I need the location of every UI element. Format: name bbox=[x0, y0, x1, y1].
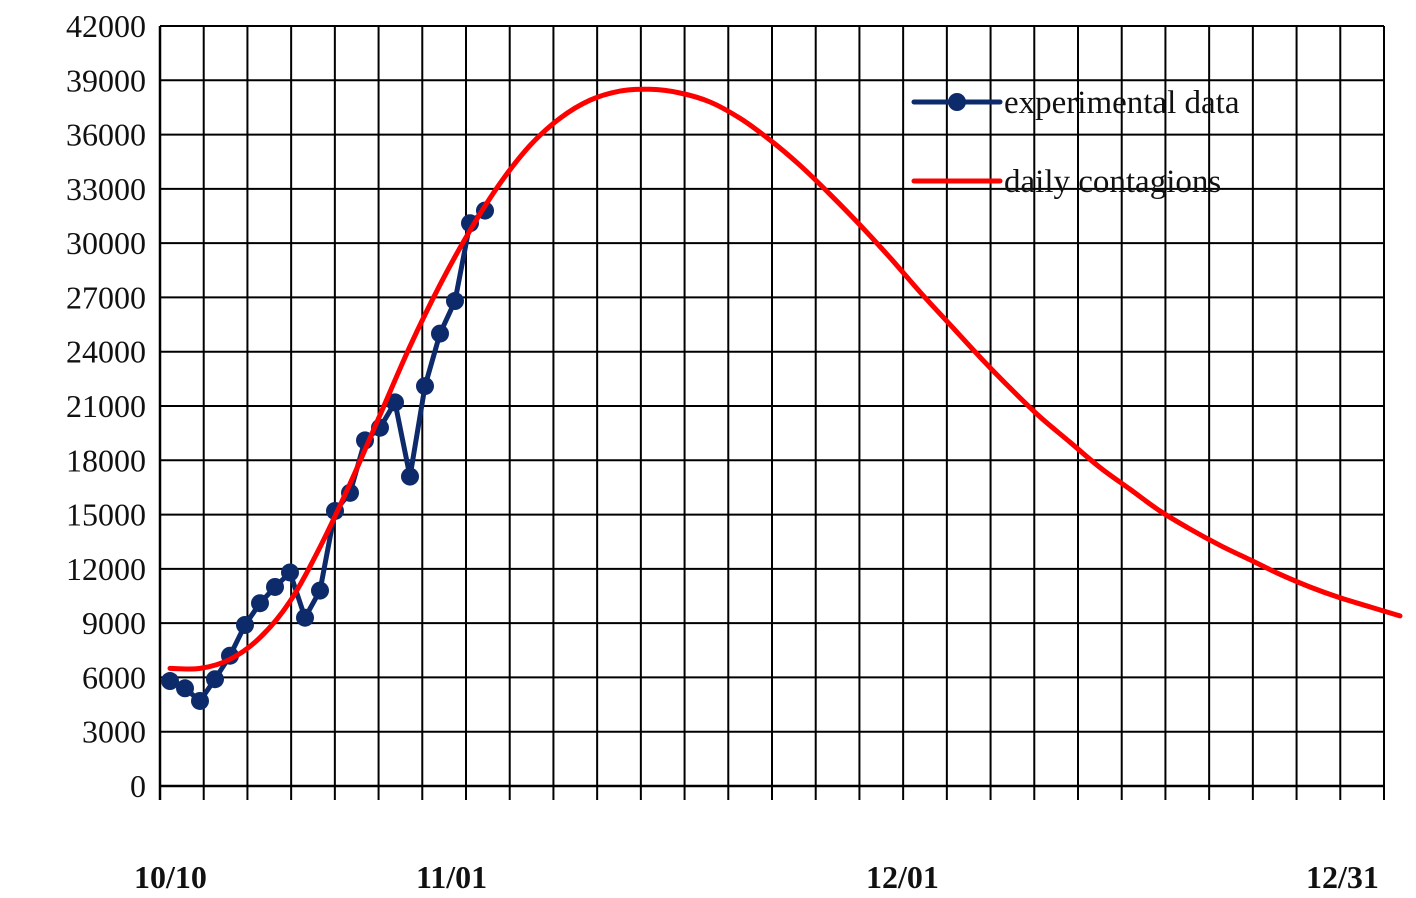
y-tick-label: 30000 bbox=[66, 225, 146, 261]
y-tick-label: 21000 bbox=[66, 388, 146, 424]
data-point-experimental bbox=[386, 393, 404, 412]
x-tick-label: 12/01 bbox=[866, 859, 939, 895]
data-point-experimental bbox=[401, 467, 419, 486]
data-point-experimental bbox=[296, 608, 314, 627]
y-tick-label: 15000 bbox=[66, 497, 146, 533]
x-tick-labels: 10/10 11/01 12/01 12/31 bbox=[134, 859, 1379, 895]
legend-marker-experimental bbox=[948, 93, 966, 111]
legend-label-daily-contagions: daily contagions bbox=[1004, 164, 1221, 200]
data-point-experimental bbox=[416, 377, 434, 396]
data-point-experimental bbox=[431, 324, 449, 343]
data-point-experimental bbox=[281, 563, 299, 582]
y-tick-label: 42000 bbox=[66, 8, 146, 44]
data-point-experimental bbox=[446, 292, 464, 311]
y-tick-label: 6000 bbox=[82, 659, 146, 695]
legend-label-experimental: experimental data bbox=[1004, 85, 1240, 121]
data-point-experimental bbox=[161, 672, 179, 691]
y-tick-label: 33000 bbox=[66, 171, 146, 207]
y-tick-label: 18000 bbox=[66, 442, 146, 478]
y-tick-label: 24000 bbox=[66, 334, 146, 370]
data-point-experimental bbox=[176, 679, 194, 698]
y-tick-label: 39000 bbox=[66, 62, 146, 98]
axes bbox=[158, 26, 1384, 800]
y-tick-label: 9000 bbox=[82, 605, 146, 641]
y-tick-label: 27000 bbox=[66, 279, 146, 315]
y-tick-label: 12000 bbox=[66, 551, 146, 587]
legend: experimental data daily contagions bbox=[911, 85, 1240, 200]
data-point-experimental bbox=[311, 581, 329, 600]
data-point-experimental bbox=[266, 577, 284, 596]
data-point-experimental bbox=[191, 691, 209, 710]
y-tick-label: 0 bbox=[130, 768, 146, 804]
x-tick-label: 10/10 bbox=[134, 859, 207, 895]
series-line-daily-contagions bbox=[167, 86, 1403, 672]
grid bbox=[159, 25, 1385, 800]
series bbox=[161, 86, 1403, 710]
x-tick-label: 11/01 bbox=[416, 859, 487, 895]
x-tick-label: 12/31 bbox=[1306, 859, 1379, 895]
series-line-experimental-data bbox=[168, 208, 487, 704]
y-tick-label: 3000 bbox=[82, 714, 146, 750]
data-point-experimental bbox=[251, 594, 269, 613]
y-tick-labels: 0 3000 6000 9000 12000 15000 18000 21000 24000 27… bbox=[66, 8, 146, 804]
y-tick-label: 36000 bbox=[66, 117, 146, 153]
data-point-experimental bbox=[206, 670, 224, 689]
data-point-experimental bbox=[236, 615, 254, 634]
